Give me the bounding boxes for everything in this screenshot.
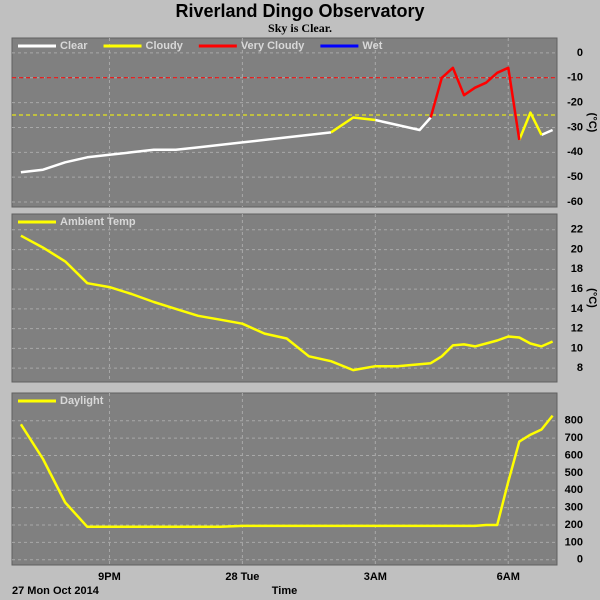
data-line [19,414,554,529]
legend-label: Cloudy [146,40,184,52]
y-tick-label: 600 [565,449,583,461]
y-tick-label: 22 [571,224,583,236]
y-tick-label: 8 [577,362,583,374]
x-tick-label: 28 Tue [225,571,259,583]
y-tick-label: 16 [571,283,583,295]
plot-area [11,37,558,208]
y-tick-label: 200 [565,519,583,531]
y-tick-label: 100 [565,536,583,548]
y-tick-label: -10 [567,72,583,84]
plot-area [11,213,558,383]
y-tick-label: 20 [571,243,583,255]
data-line [20,234,554,372]
legend-label: Daylight [60,395,104,407]
plot-area [11,392,558,566]
data-line [429,66,521,141]
y-axis-label: (°C) [586,288,598,308]
x-tick-label: 3AM [364,571,387,583]
data-line [20,116,554,174]
legend-label: Ambient Temp [60,216,136,228]
y-axis-label: (°C) [586,113,598,133]
x-tick-label: 9PM [98,571,121,583]
y-tick-label: 300 [565,502,583,514]
y-tick-label: 10 [571,342,583,354]
y-tick-label: 18 [571,263,583,275]
x-tick-label: 6AM [497,571,520,583]
y-tick-label: 500 [565,467,583,479]
y-tick-label: 0 [577,47,583,59]
y-tick-label: 12 [571,323,583,335]
data-line [330,111,543,141]
chart-title: Riverland Dingo Observatory [175,1,424,21]
legend-label: Wet [362,40,382,52]
y-tick-label: -30 [567,121,583,133]
y-tick-label: 400 [565,484,583,496]
y-tick-label: 0 [577,554,583,566]
y-tick-label: -50 [567,171,583,183]
chart-subtitle: Sky is Clear. [268,21,332,35]
y-tick-label: 800 [565,415,583,427]
y-tick-label: -20 [567,97,583,109]
y-tick-label: 700 [565,432,583,444]
y-tick-label: -60 [567,196,583,208]
legend-label: Clear [60,40,88,52]
y-tick-label: -40 [567,146,583,158]
date-label: 27 Mon Oct 2014 [12,585,100,597]
y-tick-label: 14 [571,303,584,315]
x-axis-label: Time [272,585,297,597]
legend-label: Very Cloudy [241,40,305,52]
